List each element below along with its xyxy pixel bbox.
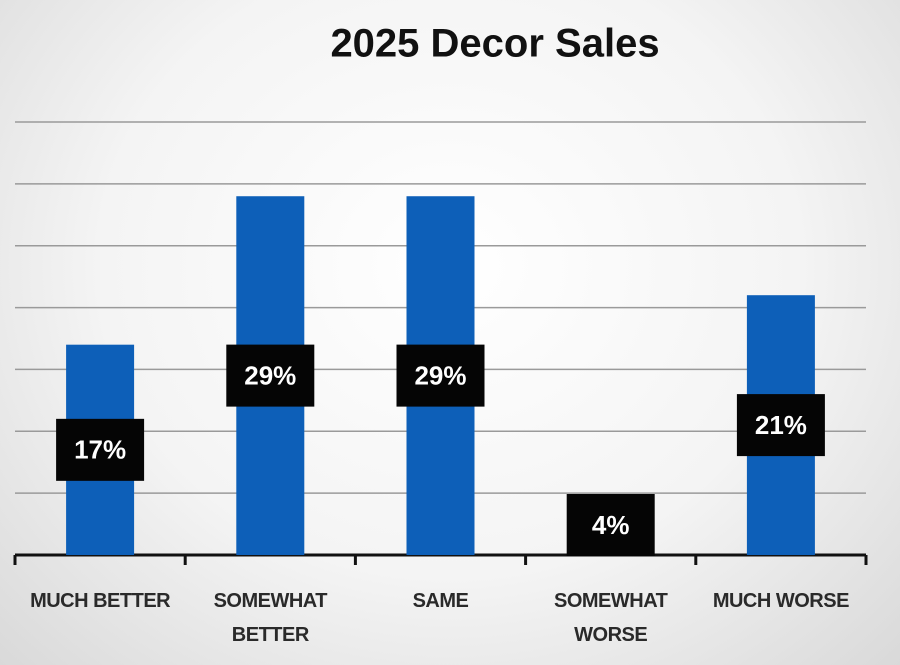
data-label-text: 4% xyxy=(592,510,630,540)
data-label-box xyxy=(396,344,485,407)
data-label: 29% xyxy=(396,344,485,407)
data-label-box xyxy=(736,394,825,457)
x-tick-label: SOMEWHAT BETTER xyxy=(213,590,328,646)
data-label-text: 29% xyxy=(414,360,466,390)
x-tick-label: SOMEWHAT WORSE xyxy=(553,590,668,646)
x-tick-label: MUCH BETTER xyxy=(30,590,171,612)
data-label: 17% xyxy=(56,418,145,481)
data-label-box xyxy=(226,344,315,407)
data-label-box xyxy=(566,494,655,556)
data-label: 4% xyxy=(566,494,655,556)
x-tick-label: SAME xyxy=(412,590,469,612)
data-label: 21% xyxy=(736,394,825,457)
data-label-text: 21% xyxy=(755,410,807,440)
chart-title: 2025 Decor Sales xyxy=(330,22,659,66)
data-label-text: 29% xyxy=(244,360,296,390)
data-label-box xyxy=(56,418,145,481)
data-label: 29% xyxy=(226,344,315,407)
x-tick-label: MUCH WORSE xyxy=(712,590,850,612)
data-label-text: 17% xyxy=(74,435,126,465)
